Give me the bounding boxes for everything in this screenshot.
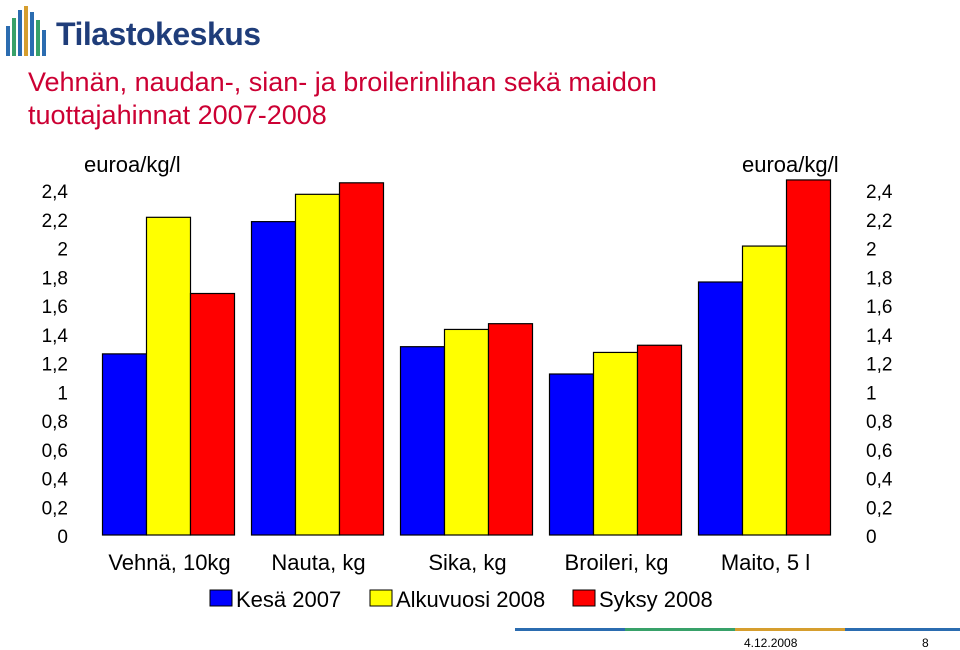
x-tick-label: Broileri, kg bbox=[565, 550, 669, 575]
bar bbox=[636, 344, 683, 536]
page-title: Vehnän, naudan-, sian- ja broilerinlihan… bbox=[28, 66, 908, 132]
y-tick-label-left: 1 bbox=[57, 383, 68, 404]
y-tick-label-left: 0,8 bbox=[42, 412, 68, 433]
x-tick-label: Maito, 5 l bbox=[721, 550, 810, 575]
y-tick-label-left: 2,2 bbox=[42, 211, 68, 232]
y-tick-label-right: 0,6 bbox=[866, 441, 892, 462]
legend-swatch bbox=[572, 589, 596, 607]
logo-text: Tilastokeskus bbox=[56, 16, 261, 52]
legend-swatch bbox=[209, 589, 233, 607]
tilastokeskus-logo: Tilastokeskus bbox=[4, 4, 261, 60]
y-tick-label-left: 0 bbox=[57, 527, 68, 548]
title-line-2: tuottajahinnat 2007-2008 bbox=[28, 100, 327, 130]
y-tick-label-left: 0,2 bbox=[42, 498, 68, 519]
y-tick-label-left: 1,4 bbox=[42, 326, 69, 347]
footer-date: 4.12.2008 bbox=[744, 636, 798, 650]
legend-label: Kesä 2007 bbox=[236, 587, 341, 612]
y-tick-label-left: 1,2 bbox=[42, 355, 68, 376]
x-tick-label: Sika, kg bbox=[428, 550, 506, 575]
y-tick-label-right: 1,2 bbox=[866, 355, 892, 376]
y-axis-unit-left: euroa/kg/l bbox=[84, 152, 181, 177]
y-tick-label-left: 0,4 bbox=[42, 470, 69, 491]
y-tick-label-left: 2,4 bbox=[42, 182, 69, 203]
bar bbox=[189, 292, 236, 536]
bar bbox=[697, 281, 744, 536]
bar bbox=[487, 323, 534, 536]
y-tick-label-right: 1,8 bbox=[866, 268, 892, 289]
y-tick-label-left: 1,6 bbox=[42, 297, 68, 318]
x-tick-label: Nauta, kg bbox=[271, 550, 365, 575]
x-tick-label: Vehnä, 10kg bbox=[108, 550, 230, 575]
footer-page-number: 8 bbox=[922, 636, 929, 650]
y-tick-label-left: 0,6 bbox=[42, 441, 68, 462]
y-tick-label-right: 2,2 bbox=[866, 211, 892, 232]
bar bbox=[101, 353, 148, 536]
y-tick-label-left: 1,8 bbox=[42, 268, 68, 289]
y-tick-label-right: 0,8 bbox=[866, 412, 892, 433]
y-tick-label-right: 1,4 bbox=[866, 326, 893, 347]
logo-mark-icon bbox=[6, 6, 46, 56]
bar bbox=[294, 193, 341, 536]
bar bbox=[785, 179, 832, 536]
y-tick-label-right: 0,2 bbox=[866, 498, 892, 519]
y-tick-label-right: 0,4 bbox=[866, 470, 893, 491]
y-tick-label-right: 2 bbox=[866, 240, 877, 261]
legend-swatch bbox=[369, 589, 393, 607]
legend-label: Alkuvuosi 2008 bbox=[396, 587, 545, 612]
legend-label: Syksy 2008 bbox=[599, 587, 713, 612]
bar bbox=[145, 216, 192, 536]
bar bbox=[250, 221, 297, 536]
bar bbox=[741, 245, 788, 536]
y-axis-unit-right: euroa/kg/l bbox=[742, 152, 839, 177]
y-tick-label-left: 2 bbox=[57, 240, 68, 261]
title-line-1: Vehnän, naudan-, sian- ja broilerinlihan… bbox=[28, 67, 657, 97]
bar bbox=[399, 346, 446, 536]
y-tick-label-right: 2,4 bbox=[866, 182, 893, 203]
bar bbox=[338, 182, 385, 536]
y-tick-label-right: 0 bbox=[866, 527, 877, 548]
bar bbox=[443, 328, 490, 536]
y-tick-label-right: 1,6 bbox=[866, 297, 892, 318]
bar bbox=[548, 373, 595, 536]
bar bbox=[592, 351, 639, 536]
y-tick-label-right: 1 bbox=[866, 383, 877, 404]
footer-color-bar bbox=[515, 628, 960, 631]
